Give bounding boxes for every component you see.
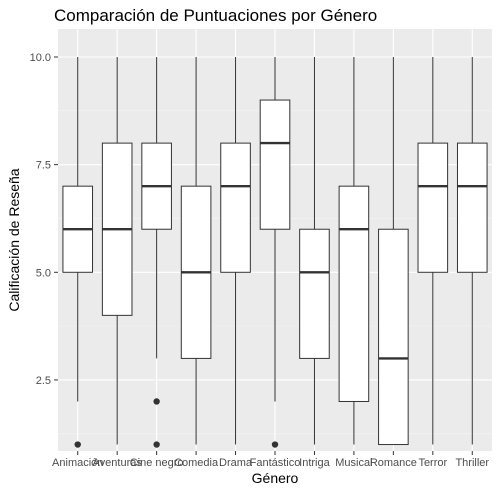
box-iqr xyxy=(379,229,409,444)
x-tick-label: Thriller xyxy=(455,457,489,469)
outlier-point xyxy=(153,441,159,447)
y-tick-label: 7.5 xyxy=(36,160,51,172)
y-tick-label: 10.0 xyxy=(30,52,51,64)
y-axis-title: Calificación de Reseña xyxy=(6,168,22,311)
x-axis-title: Género xyxy=(252,470,299,486)
x-tick-label: Comedia xyxy=(174,457,219,469)
x-tick-label: Fantástico xyxy=(250,457,301,469)
outlier-point xyxy=(153,398,159,404)
x-tick-label: Terror xyxy=(418,457,447,469)
box-iqr xyxy=(260,100,290,229)
box-iqr xyxy=(457,143,487,272)
chart-title: Comparación de Puntuaciones por Género xyxy=(54,6,377,25)
x-tick-label: Musical xyxy=(335,457,372,469)
y-axis: 2.5 5.0 7.5 10.0 xyxy=(30,52,58,387)
box-iqr xyxy=(300,229,330,358)
x-tick-label: Intriga xyxy=(299,457,330,469)
x-tick-label: Drama xyxy=(219,457,253,469)
outlier-point xyxy=(75,441,81,447)
x-tick-label: Romance xyxy=(370,457,417,469)
box-iqr xyxy=(339,186,369,401)
box-iqr xyxy=(221,143,251,272)
y-tick-label: 2.5 xyxy=(36,375,51,387)
box-iqr xyxy=(418,143,448,272)
y-tick-label: 5.0 xyxy=(36,267,51,279)
outlier-point xyxy=(272,441,278,447)
